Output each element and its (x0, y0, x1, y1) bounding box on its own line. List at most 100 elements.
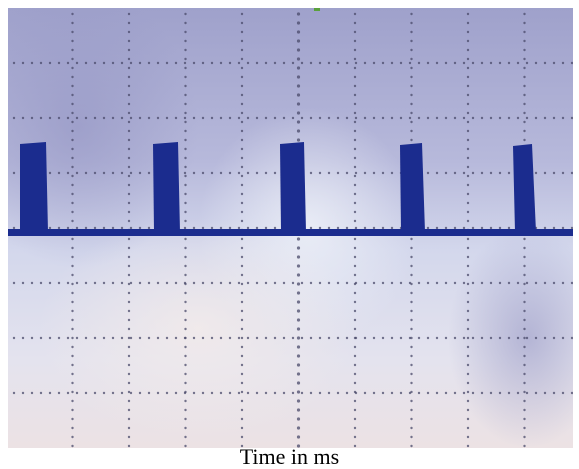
grid-dot (184, 120, 187, 124)
grid-dot (309, 281, 313, 285)
grid-dot (489, 116, 493, 120)
grid-dot (444, 116, 448, 120)
grid-dot (372, 391, 376, 395)
grid-dot (570, 226, 573, 230)
grid-dot (57, 61, 61, 65)
grid-dot (184, 408, 187, 412)
grid-dot (390, 61, 394, 65)
grid-dot (372, 281, 376, 285)
grid-dot (12, 336, 16, 340)
grid-dot (327, 336, 331, 340)
grid-dot (66, 116, 70, 120)
grid-dot (184, 57, 187, 61)
grid-dot (165, 391, 169, 395)
grid-dot (523, 66, 526, 70)
grid-dot (363, 391, 367, 395)
grid-dot (353, 246, 357, 250)
grid-dot (102, 336, 106, 340)
grid-dot (210, 281, 214, 285)
grid-dot (353, 219, 357, 223)
grid-dot (296, 273, 301, 277)
grid-dot (561, 116, 565, 120)
grid-dot (184, 165, 187, 169)
grid-dot (336, 391, 340, 395)
grid-dot (127, 408, 131, 412)
grid-dot (353, 21, 357, 25)
grid-dot (71, 120, 74, 124)
grid-dot (318, 391, 322, 395)
grid-dot (561, 391, 565, 395)
grid-dot (48, 116, 52, 120)
grid-dot (127, 219, 131, 223)
grid-dot (353, 300, 357, 304)
grid-dot (363, 336, 367, 340)
grid-dot (184, 372, 187, 376)
grid-dot (516, 336, 520, 340)
grid-dot (127, 210, 131, 214)
grid-dot (410, 138, 413, 142)
grid-dot (471, 171, 475, 175)
grid-dot (523, 372, 526, 376)
grid-dot (201, 171, 205, 175)
grid-dot (183, 226, 187, 230)
grid-dot (75, 116, 79, 120)
grid-dot (219, 281, 223, 285)
grid-dot (129, 171, 133, 175)
grid-dot (240, 399, 244, 403)
grid-dot (462, 171, 466, 175)
grid-dot (71, 336, 74, 340)
grid-dot (184, 327, 187, 331)
grid-dot (183, 171, 187, 175)
grid-dot (120, 226, 124, 230)
grid-dot (127, 138, 131, 142)
grid-dot (466, 345, 470, 349)
grid-dot (127, 93, 131, 97)
baseline-trace (8, 229, 573, 236)
grid-dot (417, 116, 421, 120)
grid-dot (523, 111, 526, 115)
grid-dot (525, 336, 529, 340)
grid-dot (240, 93, 244, 97)
grid-dot (138, 61, 142, 65)
grid-dot (246, 391, 250, 395)
grid-dot (183, 116, 187, 120)
grid-dot (255, 336, 259, 340)
grid-dot (127, 354, 131, 358)
grid-dot (240, 138, 244, 142)
grid-dot (71, 246, 74, 250)
grid-dot (66, 61, 70, 65)
grid-dot (219, 336, 223, 340)
grid-dot (453, 61, 457, 65)
grid-dot (240, 390, 244, 394)
grid-dot (354, 116, 358, 120)
grid-dot (127, 399, 131, 403)
grid-dot (255, 391, 259, 395)
grid-dot (296, 282, 301, 286)
grid-dot (507, 391, 511, 395)
grid-dot (353, 165, 357, 169)
graticule-grid (12, 12, 573, 448)
grid-dot (552, 226, 556, 230)
grid-dot (466, 282, 470, 286)
grid-dot (318, 226, 322, 230)
grid-dot (127, 102, 131, 106)
grid-dot (353, 264, 357, 268)
grid-dot (192, 116, 196, 120)
grid-dot (426, 391, 430, 395)
grid-dot (127, 318, 131, 322)
grid-dot (353, 66, 357, 70)
grid-dot (165, 336, 169, 340)
grid-dot (523, 129, 526, 133)
grid-dot (240, 372, 244, 376)
grid-dot (184, 210, 187, 214)
grid-dot (184, 192, 187, 196)
grid-dot (462, 281, 466, 285)
grid-dot (296, 408, 301, 412)
grid-dot (127, 192, 131, 196)
grid-dot (523, 264, 526, 268)
grid-dot (237, 61, 241, 65)
grid-dot (296, 21, 301, 25)
grid-dot (466, 12, 470, 16)
grid-dot (240, 30, 244, 34)
grid-dot (57, 281, 61, 285)
